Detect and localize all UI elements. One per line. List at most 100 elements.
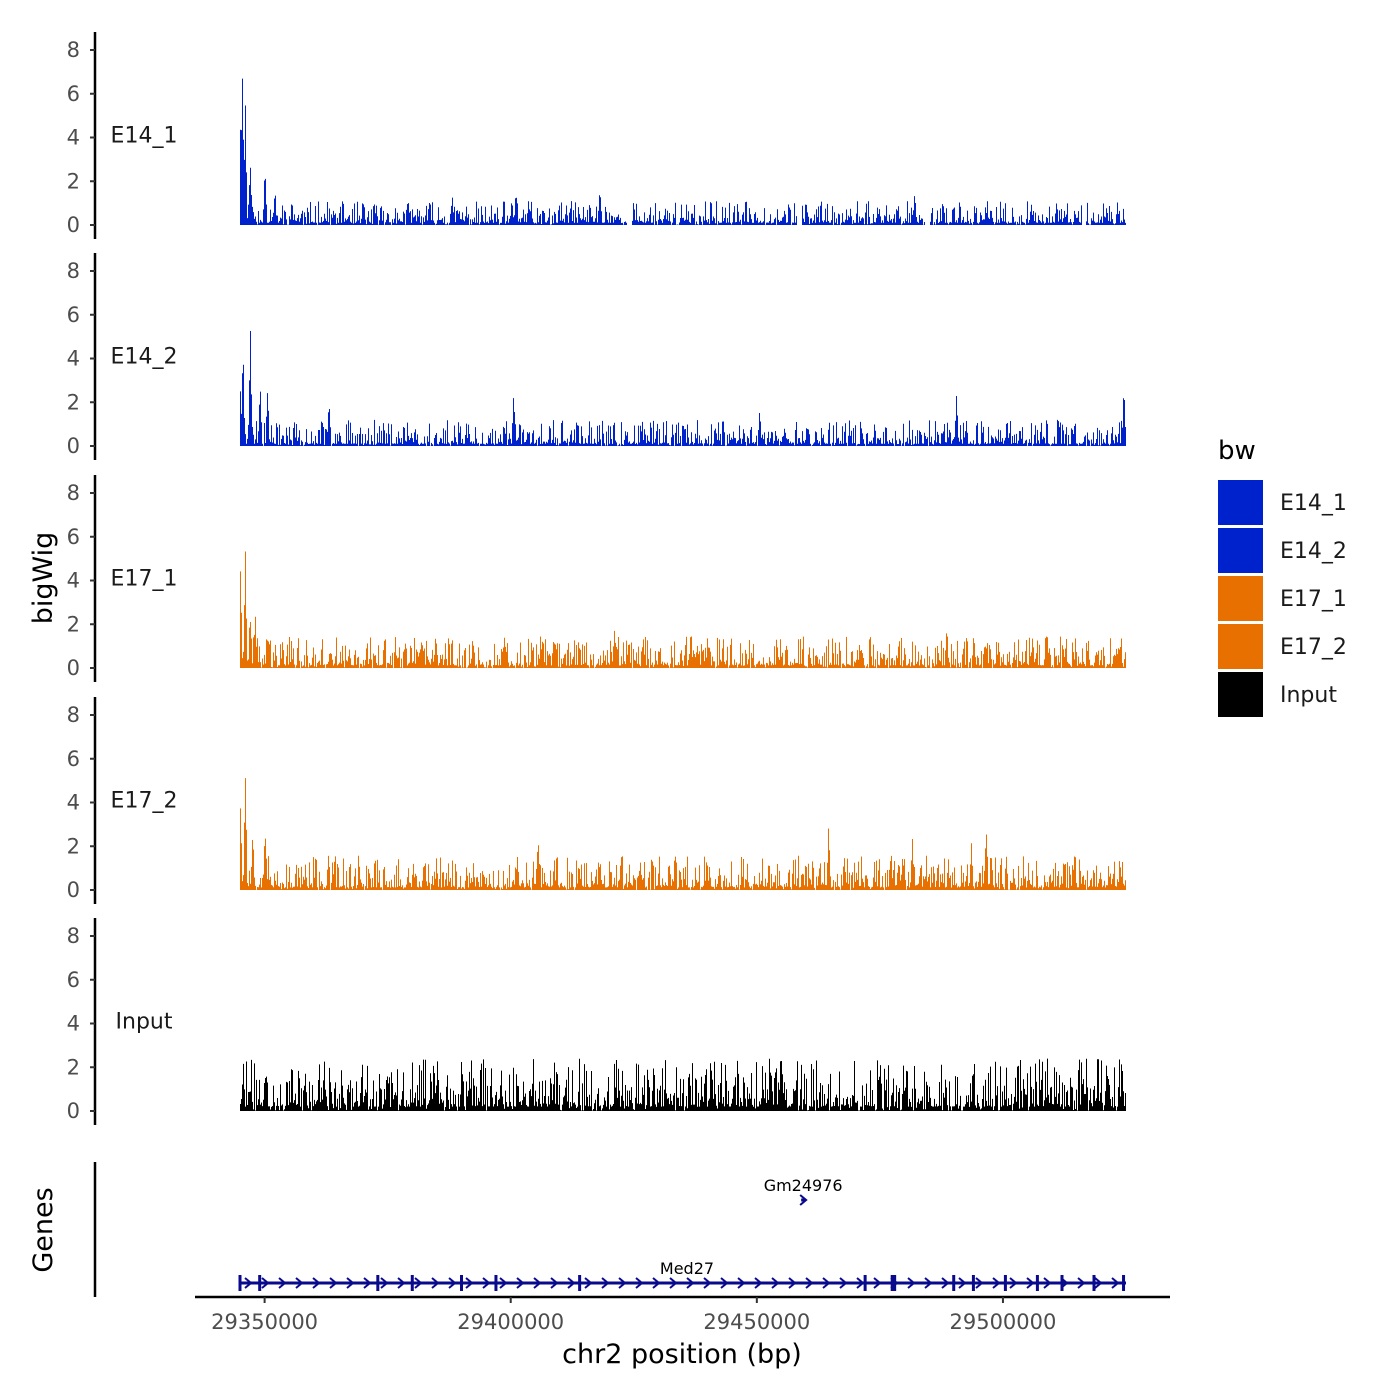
- y-tick-label: 4: [67, 791, 80, 815]
- y-tick-label: 4: [67, 126, 80, 150]
- legend-label: E17_1: [1280, 587, 1347, 612]
- strand-arrow: [652, 1277, 661, 1289]
- track-label: Input: [116, 1010, 173, 1035]
- strand-arrow: [805, 1277, 814, 1289]
- strand-arrow: [499, 1277, 508, 1289]
- y-tick-label: 4: [67, 1012, 80, 1036]
- legend-item-e17_1: E17_1: [1218, 576, 1347, 621]
- exon: [890, 1275, 894, 1291]
- y-tick-label: 0: [67, 1099, 80, 1123]
- legend-label: E17_2: [1280, 635, 1347, 660]
- legend-swatch: [1218, 480, 1263, 525]
- track-e14_1: 0 2 4 6 8 E14_1: [67, 32, 1126, 239]
- strand-arrow: [958, 1277, 967, 1289]
- strand-arrow: [686, 1277, 695, 1289]
- track-panels: 0 2 4 6 8 E14_1 0 2 4 6 8 E14_2 0 2 4 6 8 E17_1 0 2 4 6 8 E17_2…: [67, 32, 1126, 1125]
- y-tick-label: 2: [67, 834, 80, 858]
- genes-panel: Gm24976 Med27: [93, 1162, 1126, 1297]
- strand-arrow: [788, 1277, 797, 1289]
- exon: [494, 1275, 498, 1291]
- coverage-area: [240, 1058, 1126, 1111]
- y-tick-label: 2: [67, 390, 80, 414]
- strand-arrow: [669, 1277, 678, 1289]
- strand-arrow: [754, 1277, 763, 1289]
- y-tick-label: 8: [67, 703, 80, 727]
- legend-item-input: Input: [1218, 672, 1337, 717]
- strand-arrow: [1043, 1277, 1052, 1289]
- y-tick-label: 0: [67, 878, 80, 902]
- strand-arrow: [771, 1277, 780, 1289]
- strand-arrow: [244, 1277, 253, 1289]
- track-label: E14_2: [111, 345, 178, 370]
- track-input: 0 2 4 6 8 Input: [67, 918, 1126, 1125]
- strand-arrow: [482, 1277, 491, 1289]
- y-axis-title: bigWig: [28, 532, 59, 625]
- y-tick-label: 4: [67, 347, 80, 371]
- y-tick-label: 6: [67, 747, 80, 771]
- strand-arrow: [1111, 1277, 1120, 1289]
- gene-gm24976: Gm24976: [764, 1176, 843, 1206]
- strand-arrow: [312, 1277, 321, 1289]
- y-tick-label: 8: [67, 259, 80, 283]
- track-label: E17_2: [111, 789, 178, 814]
- strand-arrow: [601, 1277, 610, 1289]
- strand-arrow: [924, 1277, 933, 1289]
- strand-arrow: [907, 1277, 916, 1289]
- strand-arrow: [1094, 1277, 1103, 1289]
- strand-arrow: [1077, 1277, 1086, 1289]
- gene-med27: Med27: [238, 1259, 1126, 1291]
- strand-arrow: [635, 1277, 644, 1289]
- x-tick-label: 29500000: [949, 1310, 1056, 1334]
- legend-title: bw: [1218, 436, 1256, 466]
- exon: [376, 1275, 380, 1291]
- strand-arrow: [703, 1277, 712, 1289]
- exon: [238, 1275, 242, 1291]
- track-e17_1: 0 2 4 6 8 E17_1: [67, 475, 1126, 682]
- legend-swatch: [1218, 576, 1263, 621]
- strand-arrow: [975, 1277, 984, 1289]
- legend: bw E14_1 E14_2 E17_1 E17_2 Input: [1218, 436, 1347, 717]
- strand-arrow: [516, 1277, 525, 1289]
- x-tick-label: 29400000: [457, 1310, 564, 1334]
- coverage-area: [240, 778, 1126, 890]
- strand-arrow: [839, 1277, 848, 1289]
- strand-arrow: [533, 1277, 542, 1289]
- exon: [1092, 1275, 1096, 1291]
- strand-arrow: [992, 1277, 1001, 1289]
- exon: [578, 1275, 582, 1291]
- strand-arrow: [618, 1277, 627, 1289]
- coverage-area: [240, 331, 1126, 446]
- legend-swatch: [1218, 528, 1263, 573]
- strand-arrow: [295, 1277, 304, 1289]
- genes-panel-title: Genes: [28, 1187, 59, 1272]
- exon: [460, 1275, 463, 1291]
- exon: [410, 1275, 414, 1291]
- strand-arrow: [431, 1277, 440, 1289]
- y-tick-label: 8: [67, 38, 80, 62]
- strand-arrow: [873, 1277, 882, 1289]
- gene-label: Gm24976: [764, 1176, 843, 1195]
- strand-arrow: [941, 1277, 950, 1289]
- strand-arrow: [1009, 1277, 1018, 1289]
- legend-label: E14_2: [1280, 539, 1347, 564]
- exon: [952, 1275, 956, 1291]
- strand-arrow: [448, 1277, 457, 1289]
- legend-item-e17_2: E17_2: [1218, 624, 1347, 669]
- track-label: E17_1: [111, 567, 178, 592]
- y-tick-label: 6: [67, 525, 80, 549]
- strand-arrow: [567, 1277, 576, 1289]
- exon: [971, 1275, 975, 1291]
- strand-arrow: [363, 1277, 372, 1289]
- exon: [1003, 1275, 1007, 1291]
- legend-label: E14_1: [1280, 491, 1347, 516]
- y-tick-label: 6: [67, 968, 80, 992]
- exon: [863, 1275, 867, 1291]
- legend-label: Input: [1280, 683, 1337, 708]
- x-axis: 29350000 29400000 29450000 29500000: [195, 1295, 1170, 1334]
- strand-arrow: [261, 1277, 270, 1289]
- y-tick-label: 0: [67, 434, 80, 458]
- x-tick-label: 29450000: [703, 1310, 810, 1334]
- strand-arrow: [799, 1194, 808, 1206]
- strand-arrow: [856, 1277, 865, 1289]
